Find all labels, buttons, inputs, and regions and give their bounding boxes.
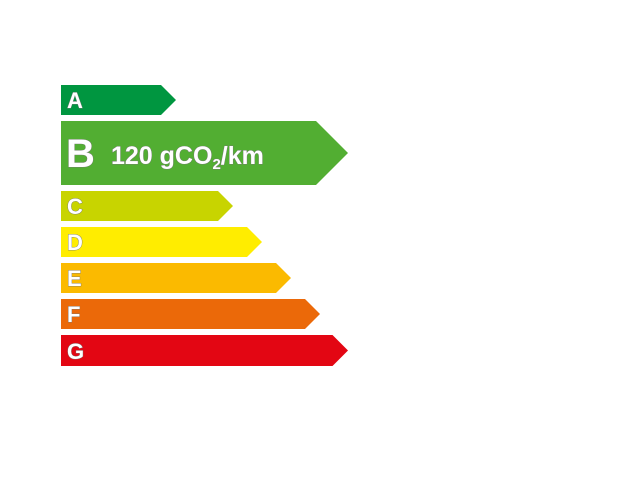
class-arrow [61, 85, 176, 115]
class-letter: F [67, 302, 80, 327]
emission-value: 120 gCO2/km [111, 142, 264, 173]
class-bar-c: C [61, 191, 233, 221]
class-arrow [61, 121, 348, 185]
class-bar-g: G [61, 335, 348, 366]
class-bar-b: B 120 gCO2/km [61, 121, 348, 185]
class-bar-e: E [61, 263, 291, 293]
class-bar-a: A [61, 85, 176, 115]
class-arrow [61, 299, 320, 329]
class-arrow [61, 335, 348, 366]
class-letter: B [66, 132, 95, 176]
class-letter: G [67, 339, 84, 364]
class-arrow [61, 227, 262, 257]
class-letter: C [67, 194, 83, 219]
class-bar-f: F [61, 299, 320, 329]
class-letter: E [67, 266, 82, 291]
class-arrow [61, 191, 233, 221]
class-bar-d: D [61, 227, 262, 257]
class-letter: D [67, 230, 83, 255]
class-arrow [61, 263, 291, 293]
class-letter: A [67, 88, 83, 113]
